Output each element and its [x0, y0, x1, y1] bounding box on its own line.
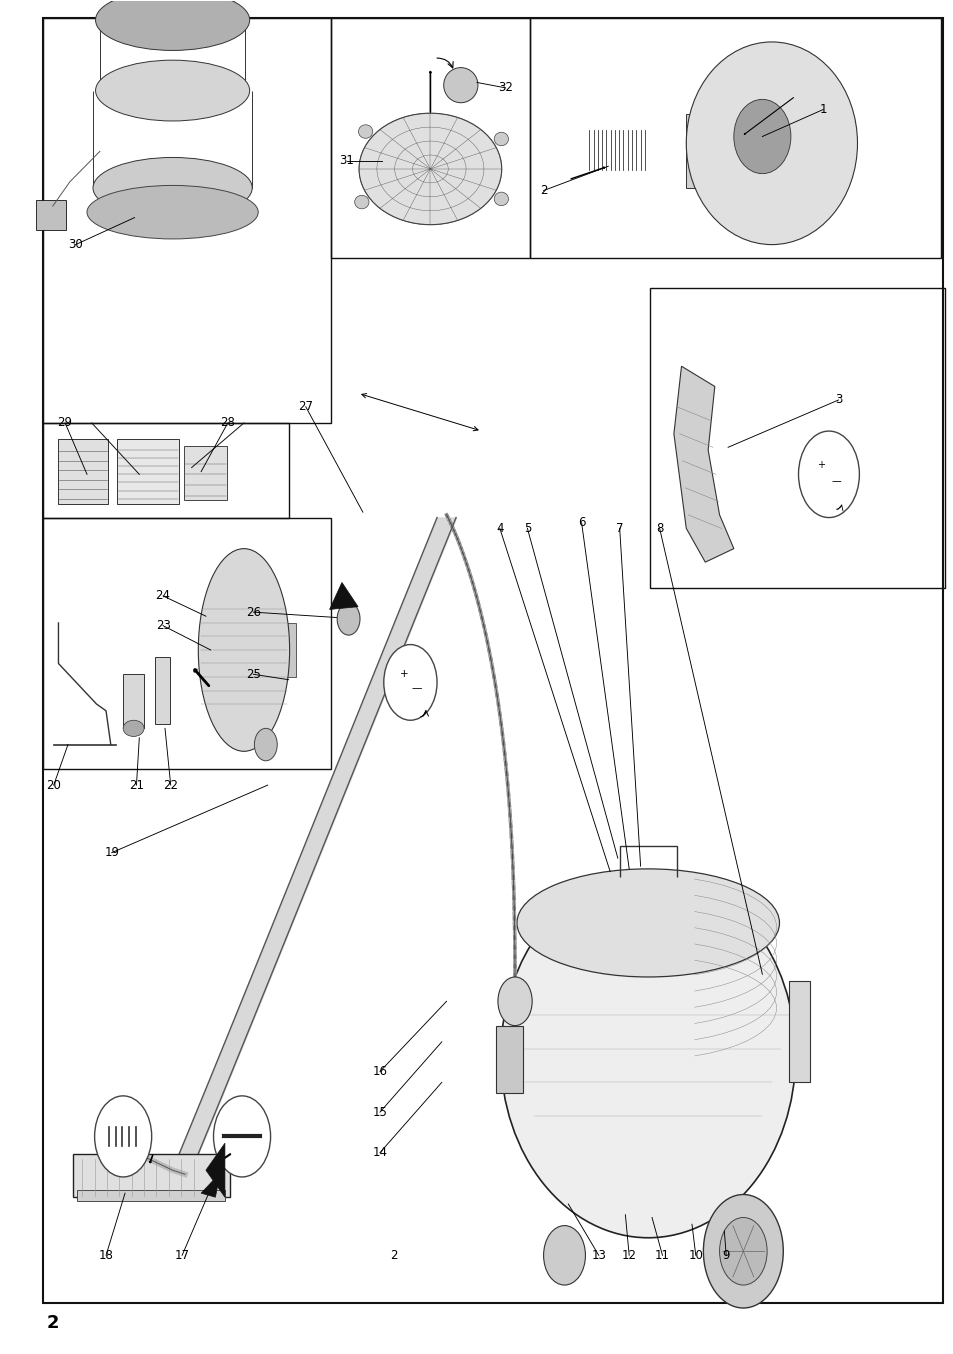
Text: 3: 3	[834, 394, 841, 406]
Circle shape	[497, 978, 532, 1025]
Ellipse shape	[517, 869, 779, 978]
Bar	[184, 445, 227, 500]
Polygon shape	[201, 1173, 220, 1197]
Text: 30: 30	[68, 238, 83, 250]
Bar	[330, 18, 530, 259]
Text: —: —	[831, 477, 841, 486]
Text: 32: 32	[497, 81, 513, 95]
Bar	[155, 657, 170, 724]
Text: 2: 2	[390, 1248, 397, 1262]
Text: 9: 9	[721, 1248, 729, 1262]
Text: 17: 17	[174, 1248, 190, 1262]
Text: 5: 5	[523, 521, 531, 535]
Bar	[285, 623, 296, 677]
Polygon shape	[673, 366, 733, 562]
Bar	[123, 674, 144, 728]
Text: 26: 26	[246, 605, 261, 619]
Text: 15: 15	[373, 1106, 387, 1118]
Text: 27: 27	[298, 401, 313, 413]
Circle shape	[543, 1225, 585, 1285]
Text: 6: 6	[578, 516, 585, 529]
Text: +: +	[817, 460, 824, 470]
Text: 23: 23	[155, 619, 171, 632]
Circle shape	[94, 1095, 152, 1177]
Circle shape	[719, 1217, 766, 1285]
Text: 4: 4	[496, 521, 503, 535]
Text: —: —	[412, 682, 422, 693]
Ellipse shape	[123, 720, 144, 737]
Bar	[496, 1025, 522, 1093]
Ellipse shape	[443, 68, 477, 103]
Circle shape	[336, 603, 359, 635]
Ellipse shape	[100, 0, 245, 23]
Text: 10: 10	[688, 1248, 702, 1262]
Ellipse shape	[685, 42, 857, 245]
Bar	[77, 1190, 225, 1201]
Bar	[43, 517, 330, 769]
Text: 20: 20	[46, 779, 61, 792]
Bar	[72, 1154, 230, 1197]
Bar	[35, 200, 66, 230]
Bar	[788, 982, 809, 1082]
Ellipse shape	[358, 114, 501, 225]
Text: 2: 2	[47, 1313, 59, 1332]
Ellipse shape	[358, 125, 373, 138]
Text: 19: 19	[104, 846, 119, 860]
Bar	[649, 288, 944, 588]
Bar	[58, 439, 108, 504]
Text: 1: 1	[819, 103, 826, 116]
Circle shape	[254, 728, 277, 761]
Text: 31: 31	[339, 154, 354, 168]
Text: +: +	[400, 669, 409, 680]
Ellipse shape	[198, 548, 290, 751]
Bar	[43, 18, 330, 422]
Text: 11: 11	[655, 1248, 669, 1262]
Ellipse shape	[95, 0, 250, 50]
Ellipse shape	[733, 99, 790, 173]
Circle shape	[383, 645, 436, 720]
Circle shape	[702, 1194, 782, 1308]
Text: 2: 2	[539, 184, 547, 198]
Ellipse shape	[500, 873, 795, 1238]
Polygon shape	[329, 582, 357, 609]
Text: 8: 8	[656, 521, 662, 535]
Text: 18: 18	[98, 1248, 113, 1262]
Text: 13: 13	[591, 1248, 605, 1262]
Bar	[117, 439, 179, 504]
Text: 12: 12	[621, 1248, 636, 1262]
Text: 28: 28	[220, 417, 235, 429]
Bar	[43, 422, 289, 517]
Text: 14: 14	[372, 1145, 387, 1159]
Circle shape	[213, 1095, 271, 1177]
Bar	[685, 114, 742, 188]
Text: 29: 29	[57, 417, 72, 429]
Ellipse shape	[494, 192, 508, 206]
Text: 25: 25	[246, 668, 260, 681]
Ellipse shape	[92, 157, 252, 218]
Ellipse shape	[494, 133, 508, 146]
Bar	[530, 18, 941, 259]
Text: 21: 21	[129, 779, 144, 792]
Ellipse shape	[355, 195, 369, 209]
Circle shape	[798, 431, 859, 517]
Ellipse shape	[87, 185, 258, 238]
Polygon shape	[206, 1143, 225, 1197]
Ellipse shape	[95, 60, 250, 121]
Text: 22: 22	[163, 779, 178, 792]
Text: 24: 24	[155, 589, 171, 603]
Text: 16: 16	[372, 1066, 387, 1078]
Text: 7: 7	[616, 521, 622, 535]
